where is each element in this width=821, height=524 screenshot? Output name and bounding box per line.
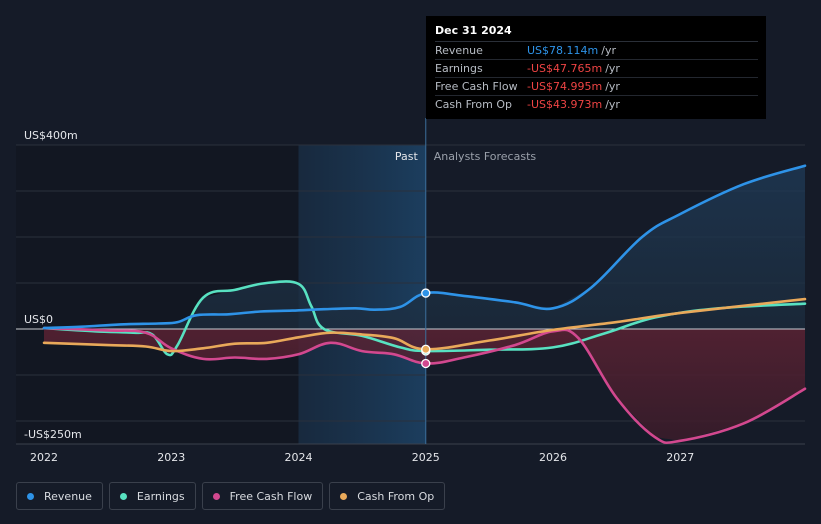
tooltip-value: -US$43.973m: [527, 98, 603, 111]
tooltip-row-free-cash-flow: Free Cash Flow -US$74.995m /yr: [435, 78, 758, 96]
tooltip-value: -US$47.765m: [527, 62, 603, 75]
past-label: Past: [395, 150, 419, 163]
x-tick-label: 2025: [412, 451, 440, 464]
tooltip-label: Cash From Op: [435, 98, 513, 111]
tooltip-row-revenue: Revenue US$78.114m /yr: [435, 42, 758, 60]
legend-dot-icon: [27, 492, 34, 500]
legend-dot-icon: [212, 492, 220, 500]
legend-dot-icon: [119, 492, 127, 500]
tooltip: Dec 31 2024 Revenue US$78.114m /yr Earni…: [426, 16, 766, 119]
legend-dot-icon: [340, 492, 348, 500]
tooltip-unit: /yr: [601, 44, 616, 57]
tooltip-label: Free Cash Flow: [435, 80, 518, 93]
tooltip-value: US$78.114m: [527, 44, 599, 57]
tooltip-date: Dec 31 2024: [435, 24, 758, 42]
legend-item-revenue[interactable]: Revenue: [16, 482, 103, 510]
x-tick-label: 2024: [285, 451, 313, 464]
series-line-free-cash-flow: [42, 326, 807, 445]
tooltip-row-cash-from-op: Cash From Op -US$43.973m /yr: [435, 96, 758, 113]
legend-item-free-cash-flow[interactable]: Free Cash Flow: [201, 482, 324, 510]
legend-label: Cash From Op: [357, 489, 435, 503]
tooltip-unit: /yr: [605, 98, 620, 111]
marker-free-cash-flow: [421, 358, 431, 369]
tooltip-row-earnings: Earnings -US$47.765m /yr: [435, 60, 758, 78]
tooltip-label: Earnings: [435, 62, 483, 75]
positive-area-fill: [43, 165, 806, 329]
past-region: [298, 145, 426, 444]
legend-label: Revenue: [44, 489, 92, 503]
marker-revenue: [421, 288, 431, 298]
x-tick-label: 2027: [666, 451, 694, 464]
legend-label: Free Cash Flow: [229, 489, 313, 503]
legend-label: Earnings: [136, 489, 185, 503]
x-tick-label: 2026: [539, 451, 567, 464]
series-line-cash-from-op: [42, 297, 807, 353]
tooltip-unit: /yr: [605, 80, 620, 93]
series-line-earnings: [42, 280, 807, 357]
y-tick-label: US$0: [24, 313, 53, 326]
legend-item-earnings[interactable]: Earnings: [108, 482, 196, 510]
y-tick-label: -US$250m: [24, 428, 82, 441]
tooltip-unit: /yr: [605, 62, 620, 75]
tooltip-label: Revenue: [435, 44, 483, 57]
x-tick-label: 2022: [30, 451, 58, 464]
x-tick-label: 2023: [157, 451, 185, 464]
y-tick-label: US$400m: [24, 129, 78, 142]
tooltip-value: -US$74.995m: [527, 80, 603, 93]
legend-item-cash-from-op[interactable]: Cash From Op: [329, 482, 446, 510]
legend: Revenue Earnings Free Cash Flow Cash Fro…: [16, 482, 446, 510]
marker-cash-from-op: [421, 344, 431, 354]
forecast-label: Analysts Forecasts: [434, 150, 537, 163]
series-line-revenue: [42, 164, 807, 330]
